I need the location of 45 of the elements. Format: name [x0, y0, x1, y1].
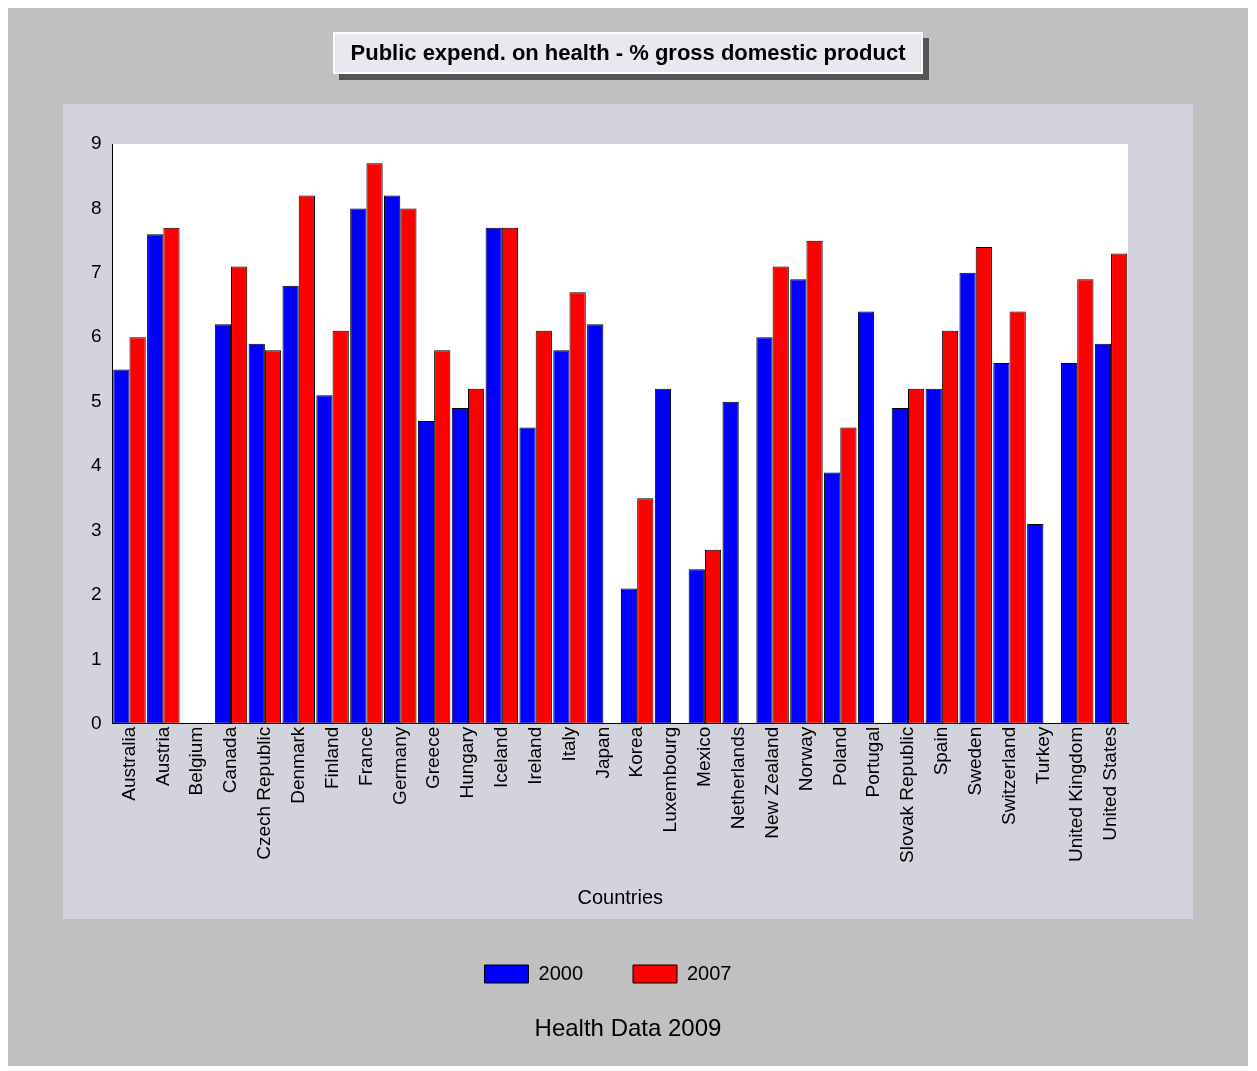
x-tick-label: Canada: [219, 726, 241, 794]
x-tick-label: Italy: [557, 726, 579, 762]
y-tick-label: 0: [90, 712, 102, 733]
x-tick-label: Germany: [388, 726, 410, 805]
y-tick-label: 5: [90, 389, 102, 411]
y-tick-label: 8: [90, 196, 102, 218]
legend-label: 2000: [538, 961, 584, 984]
x-tick-label: Portugal: [862, 726, 884, 798]
x-tick-label: Czech Republic: [253, 726, 275, 860]
x-tick-label: New Zealand: [760, 726, 782, 839]
x-tick-label: Norway: [794, 726, 816, 792]
y-tick-label: 3: [90, 518, 102, 540]
x-tick-label: Poland: [828, 726, 850, 786]
x-tick-label: Slovak Republic: [896, 726, 918, 864]
x-tick-label: Mexico: [693, 726, 715, 787]
x-tick-label: Netherlands: [726, 726, 748, 830]
legend-label: 2007: [687, 961, 732, 984]
x-tick-label: United Kingdom: [1065, 726, 1087, 862]
x-axis-title: Countries: [577, 885, 664, 908]
x-tick-label: Switzerland: [997, 726, 1019, 825]
x-tick-label: France: [354, 726, 376, 786]
x-tick-label: Greece: [422, 726, 444, 790]
x-tick-label: Belgium: [185, 726, 207, 796]
x-tick-label: Iceland: [490, 726, 512, 789]
chart-title: Public expend. on health - % gross domestic product: [332, 32, 924, 74]
x-tick-label: Austria: [151, 726, 173, 786]
x-tick-label: Finland: [320, 726, 342, 790]
y-tick-label: 7: [90, 261, 102, 283]
y-tick-label: 4: [90, 454, 102, 476]
x-tick-label: Spain: [930, 726, 952, 776]
x-tick-label: Australia: [117, 726, 139, 801]
x-tick-label: Ireland: [523, 726, 545, 785]
y-tick-label: 2: [90, 583, 102, 605]
y-tick-label: 1: [90, 647, 102, 669]
x-tick-label: Sweden: [963, 726, 985, 796]
x-tick-label: Hungary: [456, 726, 478, 799]
text: Health Data 2009: [533, 1014, 723, 1042]
x-tick-label: Korea: [625, 726, 647, 778]
x-tick-label: Japan: [591, 726, 613, 779]
x-tick-label: United States: [1099, 726, 1121, 841]
x-tick-label: Turkey: [1031, 726, 1053, 785]
y-tick-label: 9: [90, 132, 102, 154]
x-tick-label: Denmark: [286, 726, 308, 804]
y-tick-label: 6: [90, 325, 102, 347]
x-tick-label: Luxembourg: [659, 726, 681, 833]
